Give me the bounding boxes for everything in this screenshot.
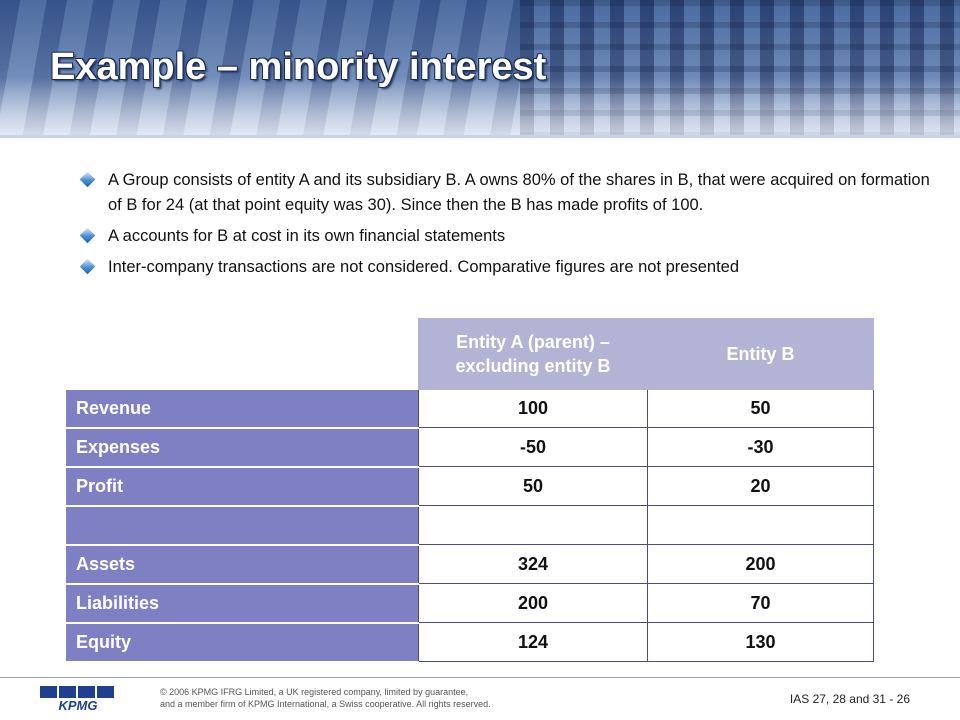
row-label — [66, 505, 419, 546]
table-row-spacer — [66, 505, 874, 546]
cell-entity-a: 100 — [418, 389, 648, 428]
row-label: Equity — [66, 622, 419, 663]
cell-entity-b: 50 — [647, 389, 874, 428]
row-label: Assets — [66, 544, 419, 585]
table-row: Profit 50 20 — [66, 466, 874, 507]
slide-title: Example – minority interest — [50, 46, 547, 88]
financials-table: Entity A (parent) – excluding entity B E… — [66, 318, 874, 663]
footer-divider — [0, 677, 960, 678]
cell-entity-a: 324 — [418, 544, 648, 584]
row-label: Profit — [66, 466, 419, 507]
svg-text:KPMG: KPMG — [59, 698, 98, 712]
banner-divider — [0, 135, 960, 138]
cell-entity-b: 200 — [647, 544, 874, 584]
row-label: Liabilities — [66, 583, 419, 624]
cell-entity-b: -30 — [647, 427, 874, 467]
bullet-list: A Group consists of entity A and its sub… — [79, 168, 940, 286]
diamond-bullet-icon — [79, 227, 96, 244]
column-header-entity-b: Entity B — [647, 318, 874, 390]
cell-entity-a — [418, 505, 648, 545]
copyright-notice: © 2006 KPMG IFRG Limited, a UK registere… — [160, 687, 491, 709]
table-row: Liabilities 200 70 — [66, 583, 874, 624]
cell-entity-a: -50 — [418, 427, 648, 467]
table-row: Equity 124 130 — [66, 622, 874, 663]
bullet-text: A accounts for B at cost in its own fina… — [108, 227, 506, 245]
table-row: Assets 324 200 — [66, 544, 874, 585]
bullet-item: A accounts for B at cost in its own fina… — [79, 224, 940, 249]
bullet-text: A Group consists of entity A and its sub… — [108, 171, 930, 214]
bullet-item: Inter-company transactions are not consi… — [79, 255, 940, 280]
row-label: Expenses — [66, 427, 419, 468]
kpmg-logo-icon: KPMG — [40, 686, 114, 712]
header-banner — [0, 0, 960, 138]
bullet-text: Inter-company transactions are not consi… — [108, 258, 740, 276]
table-header-row: Entity A (parent) – excluding entity B E… — [66, 318, 874, 390]
bullet-item: A Group consists of entity A and its sub… — [79, 168, 940, 218]
diamond-bullet-icon — [79, 258, 96, 275]
cell-entity-b: 20 — [647, 466, 874, 506]
table-row: Expenses -50 -30 — [66, 427, 874, 468]
diamond-bullet-icon — [79, 171, 96, 188]
cell-entity-b — [647, 505, 874, 545]
cell-entity-a: 200 — [418, 583, 648, 623]
cell-entity-a: 50 — [418, 466, 648, 506]
row-label: Revenue — [66, 389, 419, 429]
page-label: IAS 27, 28 and 31 - 26 — [789, 692, 910, 706]
table-row: Revenue 100 50 — [66, 389, 874, 429]
cell-entity-b: 130 — [647, 622, 874, 662]
cell-entity-a: 124 — [418, 622, 648, 662]
cell-entity-b: 70 — [647, 583, 874, 623]
column-header-entity-a: Entity A (parent) – excluding entity B — [418, 318, 648, 390]
